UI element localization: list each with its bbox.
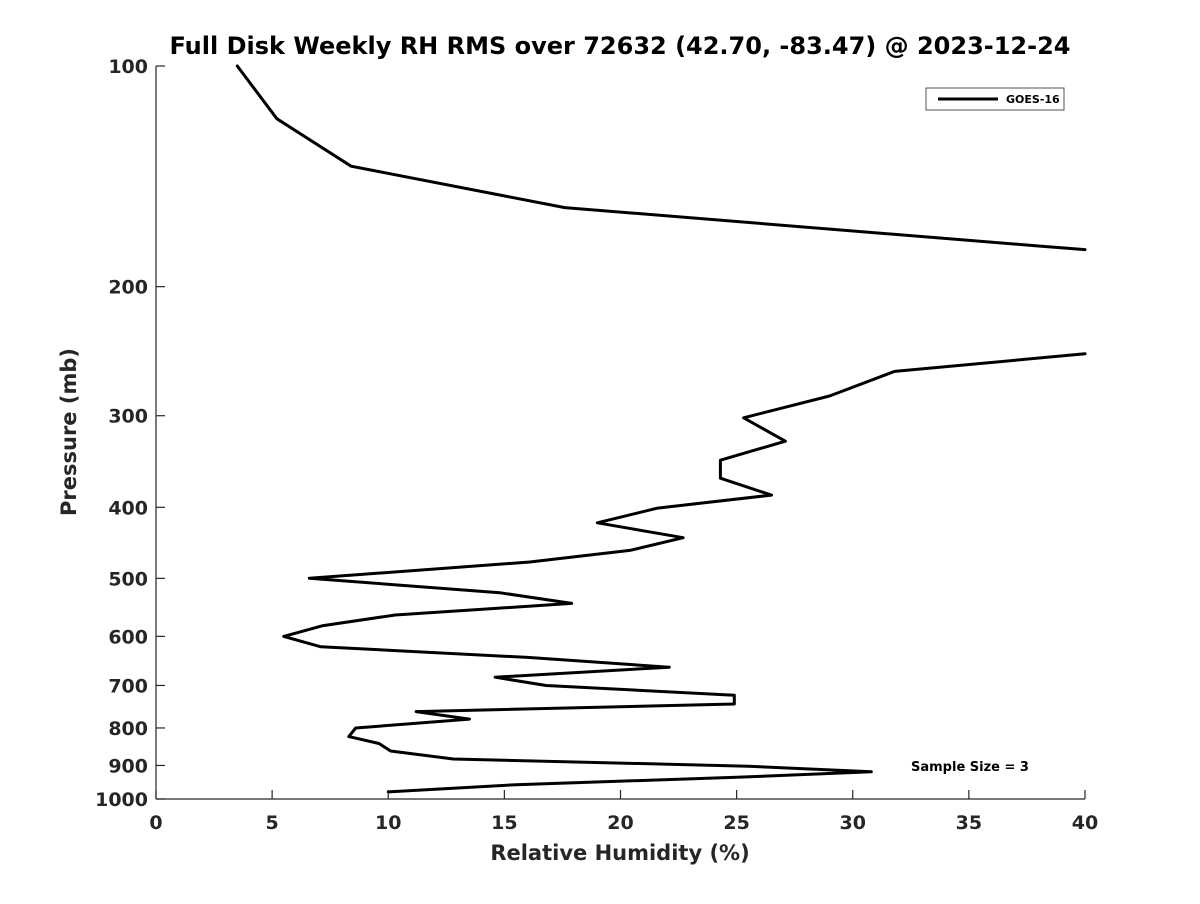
series-line-goes-16-segment-2 <box>282 352 1087 794</box>
series-layer <box>235 64 1087 794</box>
y-tick-label: 1000 <box>95 789 148 811</box>
x-tick-label: 30 <box>840 812 866 834</box>
x-axis-label: Relative Humidity (%) <box>490 841 749 865</box>
x-tick-label: 20 <box>607 812 633 834</box>
x-tick-label: 25 <box>723 812 749 834</box>
y-tick-label: 800 <box>108 718 148 740</box>
y-axis-label: Pressure (mb) <box>57 348 81 516</box>
y-tick-label: 300 <box>108 406 148 428</box>
legend: GOES-16 <box>925 87 1065 111</box>
x-tick-label: 0 <box>149 812 162 834</box>
chart-title: Full Disk Weekly RH RMS over 72632 (42.7… <box>169 32 1070 60</box>
y-tick-label: 900 <box>108 755 148 777</box>
x-axis-ticks: 0 5 10 15 20 25 30 35 40 <box>149 790 1098 834</box>
legend-entry-goes-16: GOES-16 <box>1006 93 1060 106</box>
x-tick-label: 5 <box>266 812 279 834</box>
y-tick-label: 100 <box>108 56 148 78</box>
y-tick-label: 700 <box>108 675 148 697</box>
y-tick-label: 600 <box>108 626 148 648</box>
x-tick-label: 15 <box>491 812 517 834</box>
y-tick-label: 400 <box>108 497 148 519</box>
y-tick-label: 500 <box>108 568 148 590</box>
x-tick-label: 10 <box>375 812 401 834</box>
x-tick-label: 35 <box>956 812 982 834</box>
y-tick-label: 200 <box>108 277 148 299</box>
x-tick-label: 40 <box>1072 812 1098 834</box>
series-line-goes-16-segment-1 <box>235 64 1087 252</box>
y-axis-ticks: 100 200 300 400 500 600 700 800 900 1000 <box>95 56 165 811</box>
sample-size-annotation: Sample Size = 3 <box>911 760 1029 775</box>
